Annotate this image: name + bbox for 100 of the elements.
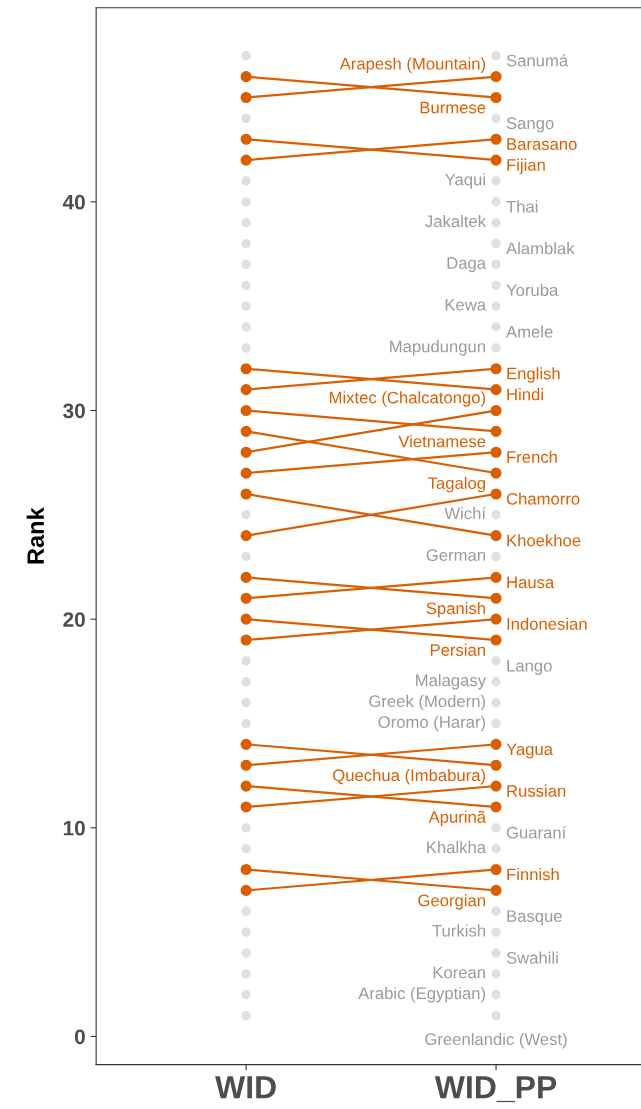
series-label: Korean — [433, 966, 485, 979]
point — [491, 259, 501, 270]
series-label: French — [507, 450, 557, 463]
point — [491, 1010, 501, 1021]
point — [490, 363, 502, 375]
point — [241, 176, 251, 186]
series-label: Thai — [506, 200, 538, 213]
series-label: Vietnamese — [398, 435, 486, 448]
point — [490, 759, 502, 771]
point — [241, 343, 251, 353]
point — [240, 425, 252, 437]
point — [490, 613, 502, 625]
series-label: Chamorro — [506, 492, 580, 505]
point — [491, 990, 501, 1000]
series-label: Sanumá — [506, 54, 569, 67]
point — [240, 884, 252, 896]
point — [241, 990, 251, 1000]
point — [241, 510, 251, 520]
series-label: Amele — [506, 325, 553, 338]
series-label: Greenlandic (West) — [425, 1032, 567, 1049]
series-label: Indonesian — [507, 617, 587, 630]
point — [241, 906, 251, 916]
point — [241, 844, 251, 854]
point — [491, 510, 501, 520]
series-label: Fijian — [507, 158, 545, 175]
point — [240, 571, 252, 583]
point — [241, 1010, 251, 1021]
point — [490, 446, 502, 458]
point — [491, 176, 501, 186]
series-label: Swahili — [506, 951, 558, 964]
y-axis-title: Rank — [26, 507, 45, 564]
series-label: Guaraní — [506, 826, 567, 839]
point — [240, 446, 252, 458]
point — [490, 91, 502, 104]
series-label: Burmese — [420, 101, 486, 114]
point — [491, 948, 501, 958]
point — [240, 154, 252, 166]
series-label: Hausa — [507, 576, 555, 589]
point — [241, 697, 251, 708]
point — [491, 927, 501, 937]
point — [240, 613, 252, 625]
point — [490, 530, 502, 542]
point — [240, 404, 252, 417]
point — [491, 969, 501, 979]
series-label: Basque — [507, 910, 562, 926]
series-label: Alamblak — [506, 242, 575, 255]
point — [490, 780, 502, 792]
point — [490, 738, 502, 750]
series-label: Arabic (Egyptian) — [358, 986, 486, 1003]
point — [491, 677, 501, 687]
point — [490, 71, 502, 83]
point — [241, 301, 251, 311]
series-label: Tagalog — [428, 476, 485, 493]
point — [240, 530, 252, 542]
series-label: Georgian — [418, 894, 485, 910]
point — [241, 948, 251, 958]
point — [490, 384, 502, 396]
point — [491, 823, 501, 833]
series-label: Turkish — [432, 924, 485, 937]
series-label: Kewa — [445, 298, 487, 311]
series-label: Khalkha — [427, 840, 487, 854]
point — [490, 488, 502, 500]
point — [490, 133, 502, 145]
series-label: Russian — [507, 784, 566, 797]
series-label: Apurinã — [428, 810, 487, 827]
series-label: Yoruba — [506, 283, 559, 297]
point — [491, 238, 501, 249]
point — [241, 677, 251, 687]
point — [241, 238, 251, 249]
point — [491, 343, 501, 353]
y-tick-label: 0 — [74, 1029, 85, 1045]
point — [490, 801, 502, 813]
point — [241, 51, 251, 61]
point — [240, 801, 252, 813]
point — [240, 363, 252, 375]
point — [490, 467, 502, 479]
point — [490, 863, 502, 876]
point — [491, 51, 501, 61]
series-label: Yaqui — [445, 173, 485, 189]
point — [490, 154, 502, 166]
point — [491, 697, 501, 708]
point — [240, 71, 252, 83]
point — [240, 592, 252, 604]
series-label: Persian — [430, 643, 485, 656]
point — [241, 718, 251, 729]
point — [491, 656, 501, 666]
point — [241, 113, 251, 124]
series-label: Mixtec (Chalcatongo) — [329, 391, 486, 407]
point — [240, 467, 252, 479]
series-label: Khoekhoe — [507, 534, 581, 547]
point — [491, 844, 501, 854]
point — [490, 425, 502, 437]
series-label: Spanish — [426, 601, 485, 618]
point — [241, 259, 251, 270]
point — [241, 322, 251, 332]
point — [491, 906, 501, 916]
x-tick-label: WID — [215, 1076, 276, 1099]
point — [241, 969, 251, 979]
point — [491, 280, 501, 290]
series-label: Oromo (Harar) — [378, 715, 486, 732]
